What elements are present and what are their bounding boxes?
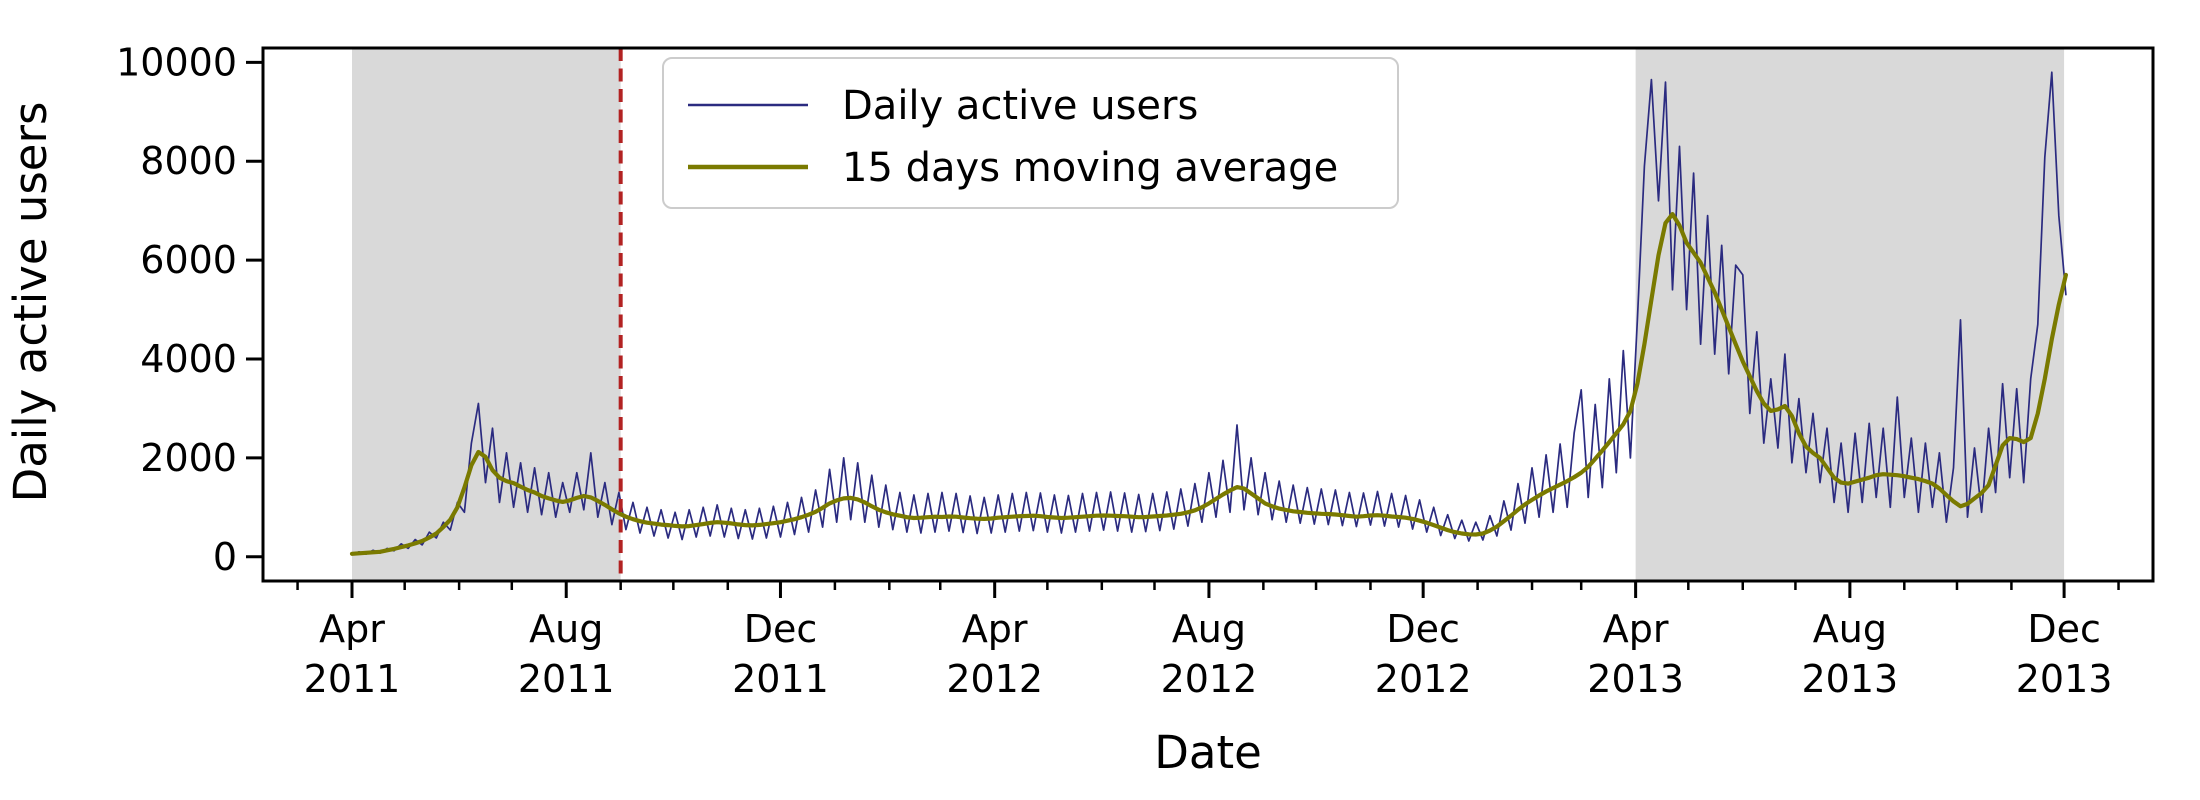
x-tick-label-month: Apr bbox=[1603, 607, 1669, 651]
legend: Daily active users 15 days moving averag… bbox=[662, 57, 1399, 209]
y-tick-label: 8000 bbox=[140, 139, 237, 183]
x-tick-label-year: 2011 bbox=[518, 657, 615, 701]
x-tick-label-month: Dec bbox=[744, 607, 818, 651]
x-tick-label-year: 2012 bbox=[1375, 657, 1472, 701]
tick-labels: Apr 2011 Aug 2011 Dec 2011 Apr 2012 Aug 2012 Dec 20… bbox=[116, 40, 2112, 701]
series-lines bbox=[349, 71, 2068, 556]
legend-label-daily: Daily active users bbox=[842, 83, 1198, 129]
ma-series-line bbox=[349, 212, 2068, 556]
y-tick-label: 6000 bbox=[140, 238, 237, 282]
x-tick-label-year: 2011 bbox=[732, 657, 829, 701]
y-tick-label: 10000 bbox=[116, 40, 237, 84]
x-tick-label-year: 2013 bbox=[1802, 657, 1899, 701]
x-axis-label: Date bbox=[1154, 726, 1262, 779]
x-tick-label-month: Apr bbox=[319, 607, 385, 651]
shaded-region bbox=[352, 48, 621, 581]
x-tick-label-month: Aug bbox=[1813, 607, 1887, 651]
y-tick-label: 2000 bbox=[140, 436, 237, 480]
shaded-regions bbox=[352, 48, 2065, 581]
x-tick-label-year: 2013 bbox=[1587, 657, 1684, 701]
y-tick-label: 0 bbox=[213, 535, 237, 579]
legend-label-ma: 15 days moving average bbox=[842, 145, 1338, 191]
x-tick-label-year: 2012 bbox=[946, 657, 1043, 701]
x-tick-label-year: 2013 bbox=[2016, 657, 2113, 701]
x-tick-label-month: Aug bbox=[529, 607, 603, 651]
x-tick-label-year: 2012 bbox=[1161, 657, 1258, 701]
y-axis-label: Daily active users bbox=[4, 102, 57, 503]
x-tick-label-month: Aug bbox=[1172, 607, 1246, 651]
x-tick-label-month: Apr bbox=[962, 607, 1028, 651]
daily-series-line bbox=[351, 71, 2067, 556]
x-tick-label-month: Dec bbox=[2027, 607, 2101, 651]
legend-box bbox=[662, 57, 1399, 209]
axes bbox=[246, 46, 2155, 598]
x-tick-label-year: 2011 bbox=[304, 657, 401, 701]
x-tick-label-month: Dec bbox=[1386, 607, 1460, 651]
y-tick-label: 4000 bbox=[140, 337, 237, 381]
